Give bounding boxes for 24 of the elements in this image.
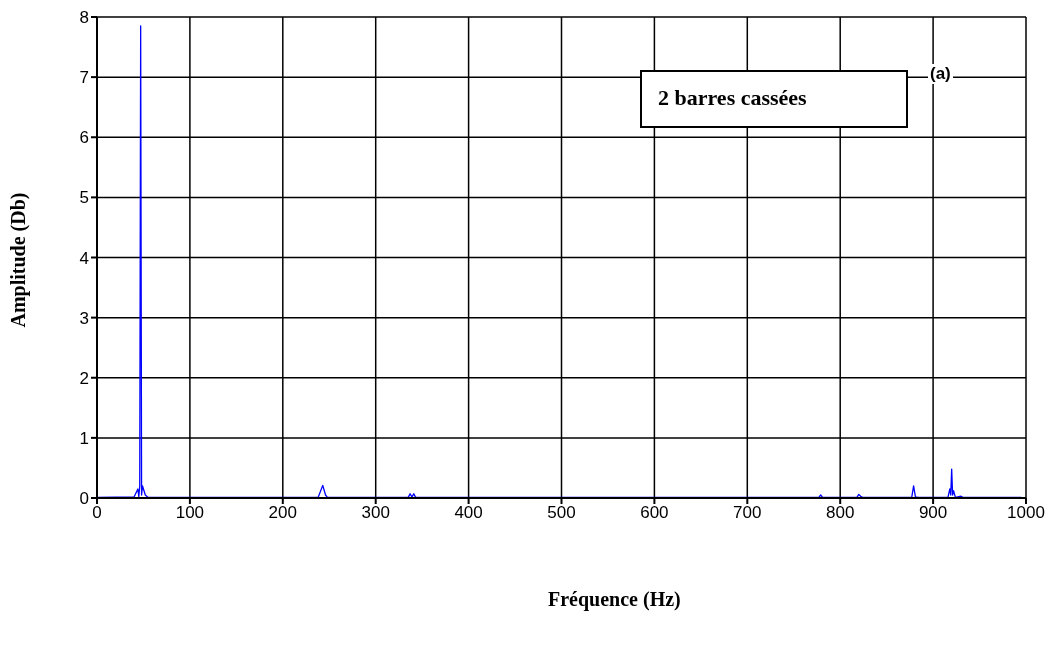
x-tick-label: 600: [640, 503, 669, 523]
y-tick-label: 6: [79, 128, 89, 148]
y-tick-label: 4: [79, 248, 89, 268]
y-tick-label: 1: [79, 428, 89, 448]
x-tick-label: 300: [361, 503, 390, 523]
x-tick-label: 0: [92, 503, 102, 523]
y-axis-title: Amplitude (Db): [7, 192, 31, 328]
x-tick-label: 200: [268, 503, 297, 523]
x-tick-label: 1000: [1007, 503, 1045, 523]
y-tick-label: 7: [79, 68, 89, 88]
x-tick-label: 100: [175, 503, 205, 523]
y-tick-label: 2: [79, 368, 89, 388]
x-tick-label: 800: [826, 503, 855, 523]
x-tick-label: 400: [454, 503, 483, 523]
annotation: 2 barres cassées: [658, 85, 807, 111]
y-tick-label: 3: [79, 308, 89, 328]
x-tick-label: 900: [918, 503, 948, 523]
annotation: (a): [928, 64, 953, 84]
y-tick-label: 0: [79, 489, 89, 509]
x-axis-title: Fréquence (Hz): [548, 588, 681, 611]
y-tick-label: 8: [79, 8, 89, 28]
y-tick-label: 5: [79, 188, 89, 208]
x-tick-label: 700: [733, 503, 762, 523]
x-tick-label: 500: [547, 503, 576, 523]
